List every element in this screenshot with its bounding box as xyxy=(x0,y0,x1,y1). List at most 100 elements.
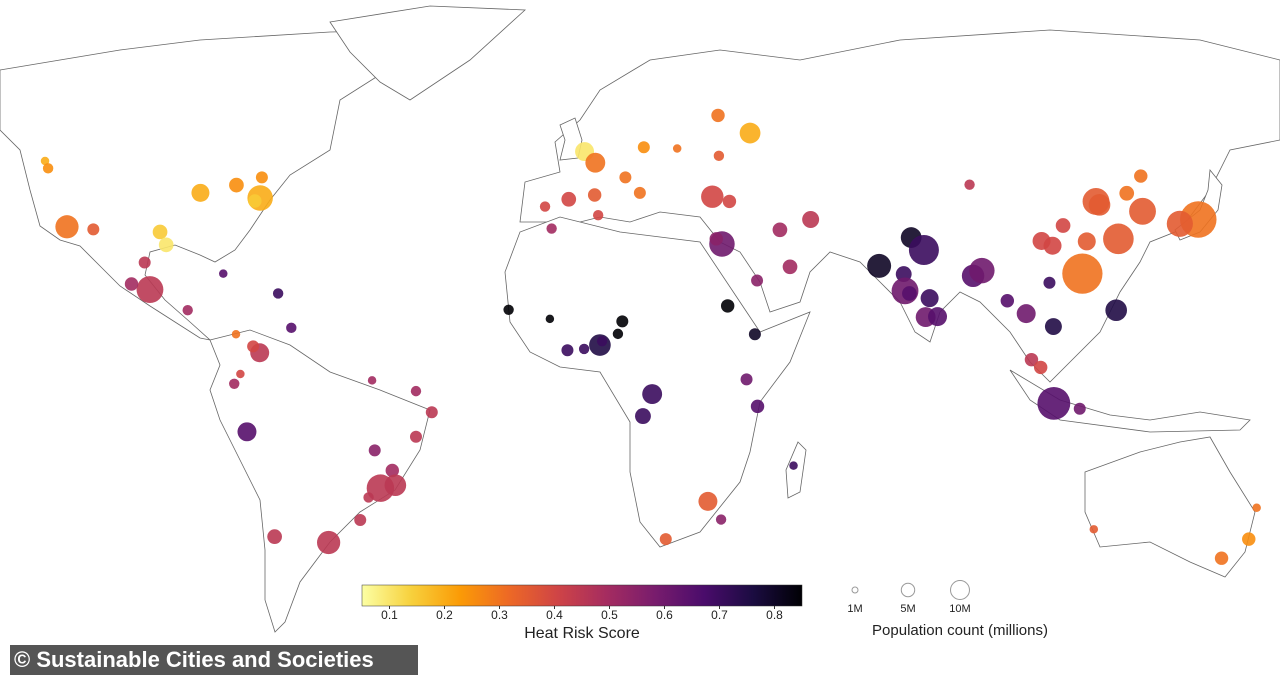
city-bubble xyxy=(1062,253,1103,294)
size-legend-label: 5M xyxy=(900,603,915,615)
city-bubble xyxy=(152,224,168,240)
city-bubble xyxy=(546,223,557,234)
city-bubble xyxy=(368,444,381,457)
city-bubble xyxy=(1129,197,1156,225)
city-bubble xyxy=(1016,304,1036,324)
city-bubble xyxy=(928,307,948,327)
city-bubble xyxy=(229,378,240,389)
city-bubble xyxy=(236,369,245,379)
city-bubble xyxy=(1166,210,1193,237)
colorbar-tick-label: 0.2 xyxy=(436,608,453,622)
size-legend-circle xyxy=(851,586,859,594)
city-bubble xyxy=(772,222,788,238)
city-bubble xyxy=(42,163,54,174)
city-bubble xyxy=(410,385,422,397)
city-bubble xyxy=(1077,232,1096,251)
city-bubble xyxy=(539,201,551,212)
city-bubble xyxy=(1105,299,1128,322)
colorbar-tick-label: 0.7 xyxy=(711,608,728,622)
city-bubble xyxy=(561,191,577,207)
city-bubble xyxy=(158,237,174,253)
city-bubble xyxy=(1089,525,1099,534)
australia xyxy=(1084,436,1256,578)
city-bubble xyxy=(1242,532,1256,546)
city-bubble xyxy=(751,274,764,287)
city-bubble xyxy=(248,194,262,208)
city-bubble xyxy=(503,304,514,315)
city-bubble xyxy=(87,223,100,236)
city-bubble xyxy=(908,235,939,266)
city-bubble xyxy=(317,530,341,555)
size-legend-label: 10M xyxy=(949,603,970,615)
city-bubble xyxy=(964,179,975,190)
city-bubble xyxy=(715,514,727,525)
bubbles xyxy=(40,108,1261,565)
land xyxy=(0,5,1280,633)
city-bubble xyxy=(1033,360,1048,375)
size-legend-title: Population count (millions) xyxy=(872,622,1048,639)
city-bubble xyxy=(902,286,917,301)
city-bubble xyxy=(1073,402,1086,415)
city-bubble xyxy=(561,344,574,357)
city-bubble xyxy=(219,269,228,278)
city-bubble xyxy=(367,376,377,385)
city-bubble xyxy=(1055,218,1071,233)
city-bubble xyxy=(354,514,367,526)
city-bubble xyxy=(739,122,761,144)
colorbar-tick-label: 0.4 xyxy=(546,608,563,622)
city-bubble xyxy=(237,422,257,442)
city-bubble xyxy=(587,188,602,202)
city-bubble xyxy=(231,330,241,339)
city-bubble xyxy=(409,430,422,443)
colorbar-tick-label: 0.8 xyxy=(766,608,783,622)
city-bubble xyxy=(748,328,761,341)
city-bubble xyxy=(286,322,297,334)
city-bubble xyxy=(136,276,164,303)
city-bubble xyxy=(191,183,210,202)
city-bubble xyxy=(578,343,590,355)
city-bubble xyxy=(182,305,193,316)
size-legend-circle xyxy=(900,582,916,598)
city-bubble xyxy=(698,491,718,511)
city-bubble xyxy=(545,314,555,324)
greenland xyxy=(329,5,526,101)
credit: © Sustainable Cities and Societies xyxy=(10,645,418,675)
city-bubble xyxy=(385,463,399,478)
city-bubble xyxy=(272,288,284,299)
city-bubble xyxy=(709,232,723,246)
south-america xyxy=(209,329,431,633)
city-bubble xyxy=(425,406,438,419)
city-bubble xyxy=(267,529,282,545)
city-bubble xyxy=(672,144,682,153)
city-bubble xyxy=(247,340,260,353)
city-bubble xyxy=(1214,551,1229,565)
city-bubble xyxy=(1024,352,1039,367)
colorbar-tick-label: 0.3 xyxy=(491,608,508,622)
size-legend-circle xyxy=(950,580,970,600)
city-bubble xyxy=(633,186,646,199)
city-bubble xyxy=(920,289,939,308)
city-bubble xyxy=(740,373,753,386)
city-bubble xyxy=(1000,294,1015,308)
city-bubble xyxy=(124,277,139,291)
city-bubble xyxy=(635,408,651,425)
city-bubble xyxy=(1044,318,1062,336)
city-bubble xyxy=(789,461,798,470)
city-bubble xyxy=(1134,169,1148,183)
city-bubble xyxy=(1043,276,1056,289)
city-bubble xyxy=(596,335,608,347)
city-bubble xyxy=(750,399,765,414)
city-bubble xyxy=(713,150,725,162)
city-bubble xyxy=(637,141,650,154)
city-bubble xyxy=(1119,185,1135,201)
colorbar-tick-label: 0.1 xyxy=(381,608,398,622)
city-bubble xyxy=(612,328,624,340)
city-bubble xyxy=(1252,503,1261,512)
city-bubble xyxy=(619,171,632,184)
city-bubble xyxy=(384,474,407,497)
city-bubble xyxy=(255,171,268,184)
city-bubble xyxy=(720,299,735,313)
city-bubble xyxy=(711,108,725,123)
madagascar xyxy=(785,441,807,499)
